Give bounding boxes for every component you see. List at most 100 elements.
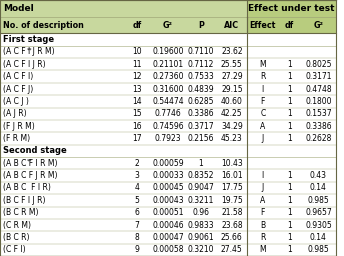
Text: 1: 1 (287, 84, 292, 93)
Text: 0.96: 0.96 (192, 208, 209, 217)
Text: M: M (259, 60, 266, 69)
Bar (0, 120, 336, 132)
Text: 1: 1 (287, 134, 292, 143)
Text: F: F (260, 208, 265, 217)
Text: 1: 1 (287, 72, 292, 81)
Text: **: ** (27, 158, 32, 164)
Text: Effect: Effect (249, 20, 276, 29)
Text: df: df (132, 20, 142, 29)
Text: A: A (260, 196, 265, 205)
Text: 0.00046: 0.00046 (152, 221, 184, 230)
Text: A: A (260, 122, 265, 131)
Text: F: F (260, 97, 265, 106)
Text: 0.7923: 0.7923 (155, 134, 181, 143)
Text: 17.75: 17.75 (221, 184, 243, 193)
Text: 0.00033: 0.00033 (152, 171, 184, 180)
Bar (0, 244, 336, 256)
Text: (B C R): (B C R) (3, 233, 29, 242)
Text: 0.3717: 0.3717 (187, 122, 214, 131)
Text: (A C F I J R M): (A C F I J R M) (3, 47, 54, 56)
Text: df: df (285, 20, 294, 29)
Text: 0.9657: 0.9657 (305, 208, 332, 217)
Bar (0, 70, 336, 83)
Bar (0, 33, 336, 46)
Text: 27.45: 27.45 (221, 245, 243, 254)
Text: 0.00045: 0.00045 (152, 184, 184, 193)
Text: 40.60: 40.60 (221, 97, 243, 106)
Text: C: C (260, 109, 265, 118)
Text: 6: 6 (135, 208, 139, 217)
Text: Second stage: Second stage (3, 146, 66, 155)
Bar (0, 0, 247, 17)
Text: 0.7110: 0.7110 (188, 47, 214, 56)
Text: 0.9833: 0.9833 (187, 221, 214, 230)
Text: (A B C  F I R): (A B C F I R) (3, 184, 51, 193)
Bar (0, 83, 336, 95)
Text: (A C F J): (A C F J) (3, 84, 33, 93)
Text: 0.7533: 0.7533 (187, 72, 214, 81)
Text: (A C F I): (A C F I) (3, 72, 33, 81)
Text: 0.4839: 0.4839 (187, 84, 214, 93)
Text: (A B C F I R M): (A B C F I R M) (3, 159, 57, 168)
Text: 25.66: 25.66 (221, 233, 243, 242)
Bar (0, 169, 336, 182)
Text: 10.43: 10.43 (221, 159, 243, 168)
Bar (0, 95, 336, 108)
Text: 2: 2 (135, 159, 139, 168)
Text: 5: 5 (135, 196, 139, 205)
Text: 1: 1 (287, 221, 292, 230)
Bar (0, 182, 336, 194)
Text: 0.2156: 0.2156 (188, 134, 214, 143)
Text: 1: 1 (287, 184, 292, 193)
Text: 0.00043: 0.00043 (152, 196, 184, 205)
Text: 4: 4 (135, 184, 139, 193)
Text: (B C R M): (B C R M) (3, 208, 38, 217)
Text: R: R (260, 72, 266, 81)
Text: 19.75: 19.75 (221, 196, 243, 205)
Bar (0, 108, 336, 120)
Text: 0.985: 0.985 (308, 196, 329, 205)
Bar (0, 219, 336, 231)
Text: J: J (262, 134, 264, 143)
Text: 8: 8 (135, 233, 139, 242)
Text: 0.14: 0.14 (310, 233, 327, 242)
Text: 0.6285: 0.6285 (188, 97, 214, 106)
Text: J: J (262, 184, 264, 193)
Text: (F R M): (F R M) (3, 134, 30, 143)
Bar (0, 58, 336, 70)
Text: 3: 3 (135, 171, 139, 180)
Text: M: M (259, 245, 266, 254)
Text: 7: 7 (135, 221, 139, 230)
Text: 0.00059: 0.00059 (152, 159, 184, 168)
Text: 1: 1 (287, 245, 292, 254)
Text: P: P (198, 20, 204, 29)
Text: 0.7746: 0.7746 (154, 109, 181, 118)
Text: G²: G² (163, 20, 173, 29)
Text: 27.29: 27.29 (221, 72, 243, 81)
Text: 17: 17 (132, 134, 142, 143)
Bar (0, 46, 336, 58)
Text: 1: 1 (287, 122, 292, 131)
Text: 0.00058: 0.00058 (152, 245, 184, 254)
Text: 0.1537: 0.1537 (305, 109, 332, 118)
Text: 1: 1 (287, 97, 292, 106)
Text: 0.8025: 0.8025 (305, 60, 332, 69)
Text: Model: Model (3, 4, 33, 13)
Bar (247, 0, 336, 17)
Text: 42.25: 42.25 (221, 109, 243, 118)
Text: 23.62: 23.62 (221, 47, 243, 56)
Text: 1: 1 (287, 60, 292, 69)
Text: 45.23: 45.23 (221, 134, 243, 143)
Text: 25.55: 25.55 (221, 60, 243, 69)
Text: 0.4748: 0.4748 (305, 84, 332, 93)
Text: 0.985: 0.985 (308, 245, 329, 254)
Text: I: I (262, 84, 264, 93)
Text: Effect under test: Effect under test (248, 4, 335, 13)
Bar (0, 145, 336, 157)
Text: 0.00051: 0.00051 (152, 208, 184, 217)
Text: 1: 1 (287, 233, 292, 242)
Text: (A B C F J R M): (A B C F J R M) (3, 171, 57, 180)
Text: 11: 11 (132, 60, 142, 69)
Text: 0.8352: 0.8352 (188, 171, 214, 180)
Text: 29.15: 29.15 (221, 84, 243, 93)
